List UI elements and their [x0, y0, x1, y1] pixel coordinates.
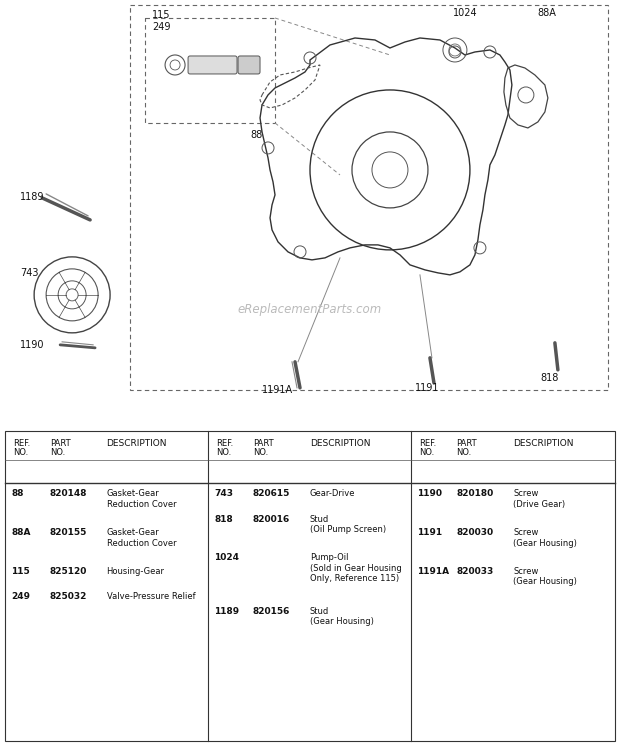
Text: 818: 818 — [215, 515, 233, 524]
Text: DESCRIPTION: DESCRIPTION — [513, 439, 574, 449]
Text: 820148: 820148 — [50, 490, 87, 498]
Text: 818: 818 — [540, 373, 558, 383]
Text: NO.: NO. — [419, 449, 435, 458]
Text: DESCRIPTION: DESCRIPTION — [107, 439, 167, 449]
Text: 1191: 1191 — [417, 528, 443, 537]
Text: NO.: NO. — [50, 449, 65, 458]
Text: 820155: 820155 — [50, 528, 87, 537]
FancyBboxPatch shape — [188, 56, 237, 74]
Text: Screw
(Gear Housing): Screw (Gear Housing) — [513, 567, 577, 586]
Text: REF.: REF. — [419, 439, 436, 448]
Text: 743: 743 — [20, 268, 38, 278]
Text: 1191A: 1191A — [417, 567, 450, 576]
Text: NO.: NO. — [456, 449, 471, 458]
Text: Gasket-Gear
Reduction Cover: Gasket-Gear Reduction Cover — [107, 490, 176, 509]
Text: NO.: NO. — [216, 449, 231, 458]
Text: 1024: 1024 — [215, 554, 239, 562]
Text: 88: 88 — [11, 490, 24, 498]
Text: 1191A: 1191A — [262, 385, 293, 395]
FancyBboxPatch shape — [238, 56, 260, 74]
Text: 1024: 1024 — [453, 8, 477, 18]
Text: REF.: REF. — [216, 439, 234, 448]
Text: Housing-Gear: Housing-Gear — [107, 567, 164, 576]
Text: 88A: 88A — [11, 528, 30, 537]
Text: 115: 115 — [11, 567, 30, 576]
Text: 249: 249 — [11, 592, 30, 601]
Text: 1191: 1191 — [415, 383, 440, 393]
Text: 88A: 88A — [537, 8, 556, 18]
Text: 820180: 820180 — [456, 490, 494, 498]
Text: 249: 249 — [152, 22, 171, 32]
Text: PART: PART — [50, 439, 70, 448]
Text: 820030: 820030 — [456, 528, 493, 537]
Bar — [145, 18, 275, 123]
Text: Screw
(Drive Gear): Screw (Drive Gear) — [513, 490, 565, 509]
Text: Screw
(Gear Housing): Screw (Gear Housing) — [513, 528, 577, 548]
Text: 820033: 820033 — [456, 567, 494, 576]
Text: REF.: REF. — [13, 439, 30, 448]
Text: Gear-Drive: Gear-Drive — [310, 490, 355, 498]
Text: 88: 88 — [250, 130, 262, 140]
Text: 820156: 820156 — [253, 607, 290, 616]
Text: 825120: 825120 — [50, 567, 87, 576]
Text: DESCRIPTION: DESCRIPTION — [310, 439, 370, 449]
Text: Gasket-Gear
Reduction Cover: Gasket-Gear Reduction Cover — [107, 528, 176, 548]
Text: Valve-Pressure Relief: Valve-Pressure Relief — [107, 592, 195, 601]
Text: PART: PART — [253, 439, 273, 448]
Text: 743: 743 — [215, 490, 233, 498]
Text: 1189: 1189 — [20, 192, 45, 202]
Text: Stud
(Oil Pump Screen): Stud (Oil Pump Screen) — [310, 515, 386, 534]
Text: 115: 115 — [152, 10, 171, 20]
Text: Pump-Oil
(Sold in Gear Housing
Only, Reference 115): Pump-Oil (Sold in Gear Housing Only, Ref… — [310, 554, 401, 583]
Text: 1190: 1190 — [20, 340, 45, 350]
Text: 1189: 1189 — [215, 607, 239, 616]
Text: Stud
(Gear Housing): Stud (Gear Housing) — [310, 607, 374, 626]
Text: eReplacementParts.com: eReplacementParts.com — [238, 304, 382, 316]
Bar — [130, 5, 608, 390]
Text: 820016: 820016 — [253, 515, 290, 524]
Text: NO.: NO. — [13, 449, 29, 458]
Text: NO.: NO. — [253, 449, 268, 458]
Text: 1190: 1190 — [417, 490, 443, 498]
Text: 820615: 820615 — [253, 490, 290, 498]
Text: PART: PART — [456, 439, 477, 448]
Text: 825032: 825032 — [50, 592, 87, 601]
